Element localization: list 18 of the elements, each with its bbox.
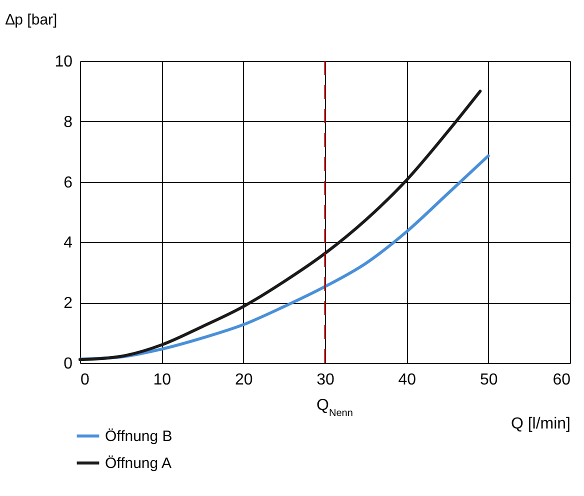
legend-label: Öffnung A: [105, 455, 172, 472]
y-axis-title: ∆p [bar]: [6, 12, 58, 28]
line-series: [78, 90, 482, 362]
x-tick-label: 50: [480, 372, 498, 388]
x-tick-label: 20: [234, 372, 253, 388]
x-tick-label: 10: [153, 372, 172, 388]
legend-label: Öffnung B: [105, 428, 172, 445]
x-tick-label: 40: [398, 372, 416, 388]
y-tick-label: 6: [64, 174, 73, 192]
x-tick-label: 30: [316, 372, 334, 388]
y-tick-label: 8: [64, 114, 73, 131]
y-tick-label: 2: [64, 295, 73, 312]
x-tick-label: 60: [552, 372, 571, 388]
y-tick-label: 10: [54, 54, 73, 70]
x-axis-title: Q [l/min]: [510, 416, 570, 432]
y-tick-label: 0: [64, 356, 73, 372]
x-tick-label: 0: [80, 372, 90, 388]
y-tick-label: 4: [64, 234, 73, 252]
